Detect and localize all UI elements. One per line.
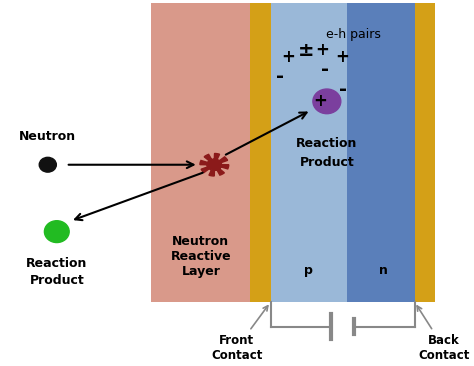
Ellipse shape: [45, 221, 69, 243]
Bar: [415, 3, 435, 302]
Text: -: -: [320, 60, 328, 79]
Text: +: +: [282, 48, 295, 66]
Text: e-h pairs: e-h pairs: [327, 28, 381, 41]
Text: Neutron
Reactive
Layer: Neutron Reactive Layer: [171, 235, 231, 278]
Text: Reaction: Reaction: [26, 257, 88, 270]
Bar: [250, 3, 271, 302]
Bar: [347, 3, 415, 302]
Text: +: +: [336, 48, 349, 66]
Text: Back
Contact: Back Contact: [417, 306, 470, 362]
Text: +: +: [315, 41, 329, 59]
Text: -: -: [338, 79, 346, 98]
Text: n: n: [379, 264, 388, 277]
Ellipse shape: [39, 157, 56, 172]
Text: Neutron: Neutron: [19, 130, 76, 143]
Text: p: p: [304, 264, 313, 277]
Ellipse shape: [313, 89, 341, 114]
Polygon shape: [200, 153, 229, 176]
Text: -: -: [275, 67, 283, 86]
Text: Product: Product: [300, 157, 354, 169]
Text: Reaction: Reaction: [296, 137, 357, 150]
Text: ±: ±: [298, 41, 315, 60]
Text: Front
Contact: Front Contact: [211, 306, 268, 362]
Bar: [271, 3, 347, 302]
Text: +: +: [313, 92, 327, 111]
Text: Product: Product: [29, 274, 84, 287]
Bar: [151, 3, 250, 302]
